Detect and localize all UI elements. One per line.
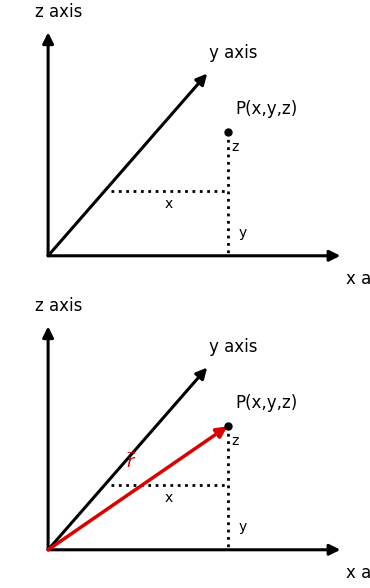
- Text: $\vec{r}$: $\vec{r}$: [126, 451, 137, 472]
- Text: z axis: z axis: [35, 2, 83, 21]
- Text: z: z: [231, 434, 239, 448]
- Text: x: x: [164, 197, 172, 211]
- Text: y: y: [239, 520, 247, 534]
- Text: z axis: z axis: [35, 296, 83, 315]
- Text: x: x: [164, 491, 172, 505]
- Text: y: y: [239, 226, 247, 240]
- Text: P(x,y,z): P(x,y,z): [235, 393, 297, 412]
- Text: P(x,y,z): P(x,y,z): [235, 99, 297, 118]
- Text: y axis: y axis: [209, 338, 258, 356]
- Text: z: z: [231, 140, 239, 154]
- Text: y axis: y axis: [209, 44, 258, 62]
- Text: x axis: x axis: [346, 270, 370, 289]
- Text: x axis: x axis: [346, 564, 370, 583]
